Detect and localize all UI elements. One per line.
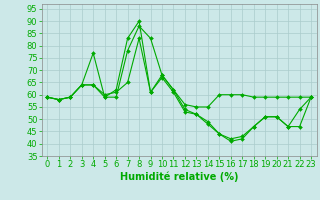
- X-axis label: Humidité relative (%): Humidité relative (%): [120, 172, 238, 182]
